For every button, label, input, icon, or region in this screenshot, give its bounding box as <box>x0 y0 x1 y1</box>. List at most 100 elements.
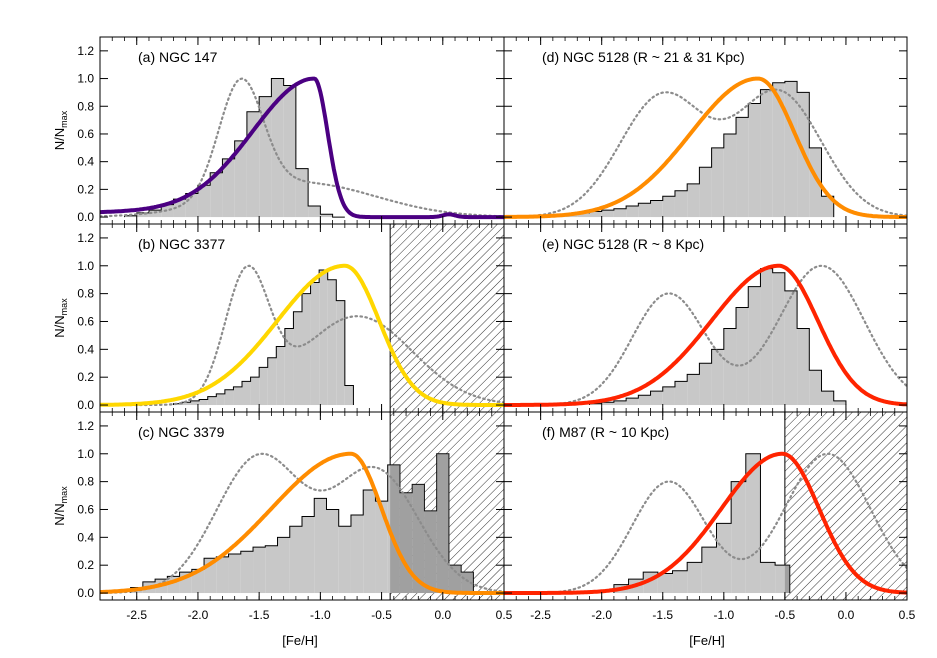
hist-bar <box>242 381 251 406</box>
hist-bar <box>821 391 834 406</box>
x-tick-label: -1.5 <box>652 608 673 622</box>
x-tick-label: 0.0 <box>434 608 451 622</box>
hist-bar <box>191 569 205 594</box>
plot-area <box>504 76 907 219</box>
hist-bar <box>259 96 272 218</box>
model-curve <box>504 76 907 219</box>
model-curve <box>504 451 907 595</box>
hist-bar <box>259 367 268 406</box>
panels: 0.00.20.40.60.81.01.2N/Nmax(a) NGC 1470.… <box>52 36 916 622</box>
hist-bar <box>136 212 149 218</box>
hist-bar <box>277 537 290 594</box>
hist-bar <box>246 111 260 218</box>
hist-bar <box>650 391 663 406</box>
hist-bar <box>809 370 822 406</box>
y-tick-label: 0.2 <box>77 182 94 196</box>
hist-bar <box>253 547 266 594</box>
x-tick-label: -1.0 <box>310 608 331 622</box>
model-curve <box>100 451 504 595</box>
y-tick-label: 1.0 <box>77 259 94 273</box>
panel-c: -2.5 -2.0 -1.5 -1.0 -0.5 0.0 0.5 0.0 0.2 0.4 0.6 0.… <box>52 411 513 622</box>
hist-bar <box>626 398 639 406</box>
hist-bar <box>319 269 328 406</box>
y-tick-label: 0.6 <box>77 502 94 516</box>
hist-bar <box>436 453 449 594</box>
y-tick-label: 0.0 <box>77 398 94 412</box>
x-axis-label-right: [Fe/H] <box>689 633 724 648</box>
x-tick-label: 0.0 <box>838 608 855 622</box>
x-tick-label: -2.5 <box>126 608 147 622</box>
plot-area <box>504 412 907 600</box>
hist-bar <box>161 204 174 218</box>
y-tick-label: 0.8 <box>77 287 94 301</box>
hist-bar <box>748 286 761 406</box>
hist-outline <box>130 453 474 594</box>
model-curve <box>100 263 504 407</box>
hist-bar <box>775 565 790 594</box>
hist-bar-hatched <box>399 492 413 594</box>
hist-bar <box>350 515 364 594</box>
hist-bar <box>210 172 223 218</box>
hist-bar <box>711 349 724 406</box>
hist-bar <box>650 200 663 218</box>
hist-bar <box>613 400 627 406</box>
y-tick-label: 0.4 <box>77 342 94 356</box>
panel-title: (d) NGC 5128 (R ~ 21 & 31 Kpc) <box>542 49 745 65</box>
x-axis-label-left: [Fe/H] <box>282 633 317 648</box>
panel-d: (d) NGC 5128 (R ~ 21 & 31 Kpc) <box>503 36 908 225</box>
hist-bar <box>674 190 688 218</box>
hatched-region <box>390 224 504 412</box>
hist-bar-hatched <box>436 453 449 594</box>
y-tick-label: 0.4 <box>77 530 94 544</box>
panel-title: (a) NGC 147 <box>138 49 218 65</box>
hist-bar <box>674 381 688 406</box>
hist-bar <box>701 547 717 594</box>
hist-outline <box>123 78 345 218</box>
hist-bar <box>387 464 400 594</box>
hist-bar <box>711 147 724 218</box>
hist-bar <box>748 103 761 218</box>
dotted-curve <box>100 77 504 218</box>
hist-bar-hatched <box>424 510 437 594</box>
plot-area <box>100 412 504 600</box>
hist-bar <box>233 386 243 406</box>
hist-bar <box>731 481 746 594</box>
hist-bar <box>327 279 337 406</box>
hist-bar <box>124 215 137 218</box>
hist-bar <box>687 374 700 406</box>
hist-bar <box>662 196 675 218</box>
hist-bar <box>760 562 776 594</box>
hist-outline <box>588 268 847 406</box>
y-tick-label: 1.2 <box>77 44 94 58</box>
dotted-curve <box>504 452 907 595</box>
hist-bar <box>589 403 602 406</box>
hist-bar <box>284 328 294 406</box>
x-tick-label: 0.5 <box>899 608 916 622</box>
hist-bar <box>173 403 183 406</box>
hist-bar <box>199 399 208 406</box>
dotted-curve <box>100 264 504 407</box>
hist-bar <box>338 526 351 594</box>
hist-bar <box>344 385 354 406</box>
hist-bar <box>657 573 673 594</box>
hist-bar <box>784 290 798 406</box>
hist-bar-hatched <box>412 484 425 594</box>
hist-bar <box>589 211 602 218</box>
hist-bar <box>250 377 260 406</box>
hist-bar <box>265 545 278 594</box>
hist-bar-hatched <box>448 565 462 594</box>
hist-bar <box>638 395 651 406</box>
hist-bar <box>745 453 761 594</box>
hist-bar <box>234 140 247 218</box>
panel-title: (f) M87 (R ~ 10 Kpc) <box>542 424 669 440</box>
hist-bar <box>699 167 712 218</box>
x-tick-label: -0.5 <box>371 608 392 622</box>
hist-bar <box>699 363 712 406</box>
hist-bar <box>148 210 162 218</box>
plot-area <box>100 224 504 412</box>
hatched-region <box>784 412 907 600</box>
hist-bar <box>412 484 425 594</box>
hist-bar <box>293 311 302 406</box>
panel-a: 0.0 0.2 0.4 0.6 0.8 1.0 1.2 N/Nmax (a) NGC 147 <box>52 36 505 225</box>
